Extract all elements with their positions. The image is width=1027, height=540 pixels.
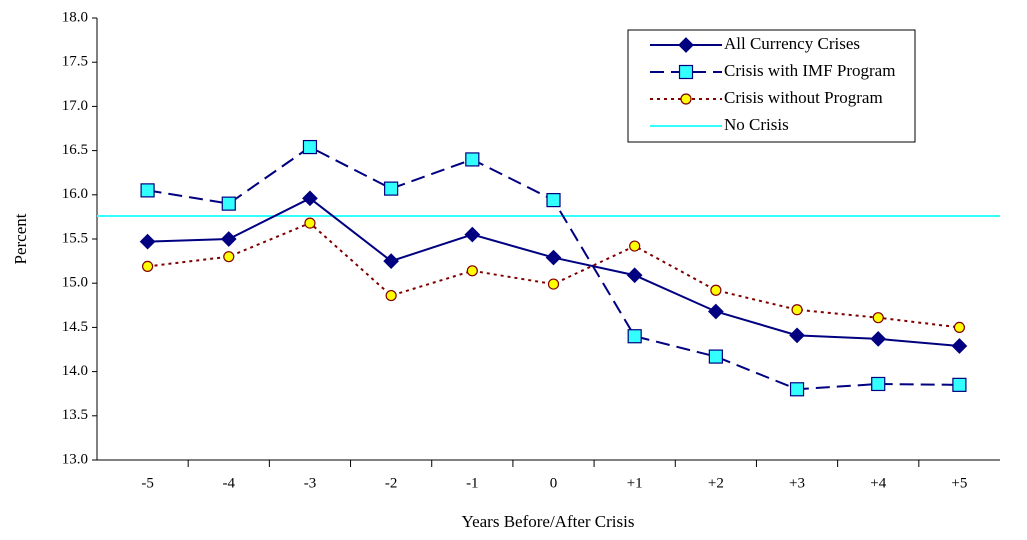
y-tick-label: 16.0 bbox=[62, 186, 88, 202]
series-line bbox=[147, 221, 960, 329]
x-tick-label: -1 bbox=[466, 475, 479, 491]
x-tick-label: +5 bbox=[951, 475, 967, 491]
x-tick-label: -3 bbox=[304, 475, 317, 491]
marker bbox=[304, 217, 316, 229]
y-tick-label: 18.0 bbox=[62, 9, 88, 25]
marker bbox=[223, 251, 235, 263]
y-tick-label: 15.5 bbox=[62, 230, 88, 246]
marker bbox=[220, 231, 237, 247]
x-tick-label: 0 bbox=[550, 475, 558, 491]
legend-marker bbox=[678, 37, 694, 53]
x-tick-label: -2 bbox=[385, 475, 398, 491]
y-tick-label: 13.0 bbox=[62, 451, 88, 467]
x-tick-label: +4 bbox=[870, 475, 886, 491]
legend-label: Crisis with IMF Program bbox=[724, 61, 895, 80]
marker bbox=[710, 284, 722, 296]
marker bbox=[708, 349, 723, 364]
marker bbox=[627, 329, 642, 344]
series-line bbox=[147, 145, 960, 391]
marker bbox=[871, 376, 886, 392]
marker bbox=[384, 181, 399, 196]
legend-label: All Currency Crises bbox=[724, 34, 860, 53]
x-tick-label: -5 bbox=[141, 475, 154, 491]
marker bbox=[708, 303, 724, 320]
legend-marker bbox=[678, 64, 694, 80]
marker bbox=[629, 240, 641, 252]
marker bbox=[465, 152, 480, 167]
legend-box bbox=[627, 29, 916, 143]
series-line bbox=[147, 197, 960, 347]
marker bbox=[626, 267, 643, 284]
x-tick-label: +3 bbox=[789, 475, 805, 491]
x-tick-label: -4 bbox=[223, 475, 236, 491]
marker bbox=[872, 312, 884, 324]
y-axis-title: Percent bbox=[11, 213, 30, 264]
y-tick-label: 16.5 bbox=[62, 142, 88, 158]
x-tick-label: +2 bbox=[708, 475, 724, 491]
marker bbox=[464, 226, 481, 243]
marker bbox=[953, 321, 966, 333]
marker bbox=[139, 233, 156, 250]
marker bbox=[302, 139, 318, 155]
marker bbox=[547, 278, 560, 290]
marker bbox=[546, 193, 561, 208]
marker bbox=[789, 382, 805, 397]
marker bbox=[221, 196, 236, 211]
y-tick-label: 14.5 bbox=[62, 319, 88, 335]
x-axis-title: Years Before/After Crisis bbox=[462, 512, 635, 531]
y-tick-label: 17.0 bbox=[62, 98, 88, 114]
marker bbox=[141, 260, 154, 273]
y-tick-label: 14.0 bbox=[62, 363, 88, 379]
marker bbox=[545, 249, 562, 266]
y-tick-label: 15.0 bbox=[62, 275, 88, 291]
marker bbox=[302, 190, 318, 207]
marker bbox=[952, 377, 967, 392]
marker bbox=[870, 331, 887, 347]
y-tick-label: 17.5 bbox=[62, 54, 88, 70]
y-tick-label: 13.5 bbox=[62, 407, 88, 423]
marker bbox=[140, 183, 155, 198]
legend-label: No Crisis bbox=[724, 115, 789, 134]
marker bbox=[791, 304, 803, 316]
marker bbox=[385, 289, 397, 302]
legend-label: Crisis without Program bbox=[724, 88, 883, 107]
legend-marker bbox=[680, 93, 692, 105]
marker bbox=[383, 253, 399, 269]
x-tick-label: +1 bbox=[627, 475, 643, 491]
marker bbox=[951, 338, 968, 354]
marker bbox=[466, 265, 478, 277]
marker bbox=[789, 327, 805, 344]
